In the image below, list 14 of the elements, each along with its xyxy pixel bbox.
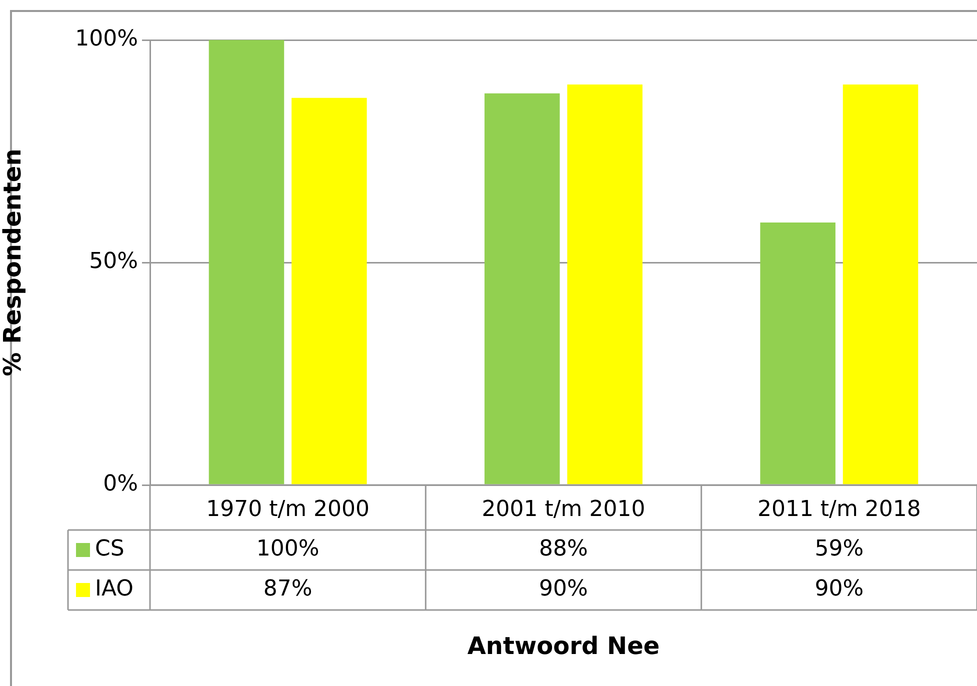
bar bbox=[760, 222, 836, 484]
x-tick-label: 2001 t/m 2010 bbox=[482, 496, 646, 522]
y-tick-label: 100% bbox=[75, 26, 138, 52]
bar bbox=[208, 40, 284, 484]
x-axis-title: Antwoord Nee bbox=[467, 632, 660, 660]
x-tick-label: 1970 t/m 2000 bbox=[206, 496, 370, 522]
bar bbox=[484, 93, 560, 484]
x-tick-label: 2011 t/m 2018 bbox=[757, 496, 921, 522]
y-axis-title: % Respondenten bbox=[0, 148, 27, 376]
bar bbox=[292, 98, 367, 484]
y-tick-label: 0% bbox=[103, 472, 138, 497]
bar bbox=[567, 84, 642, 484]
bar bbox=[842, 84, 918, 484]
y-tick-label: 50% bbox=[89, 249, 138, 274]
